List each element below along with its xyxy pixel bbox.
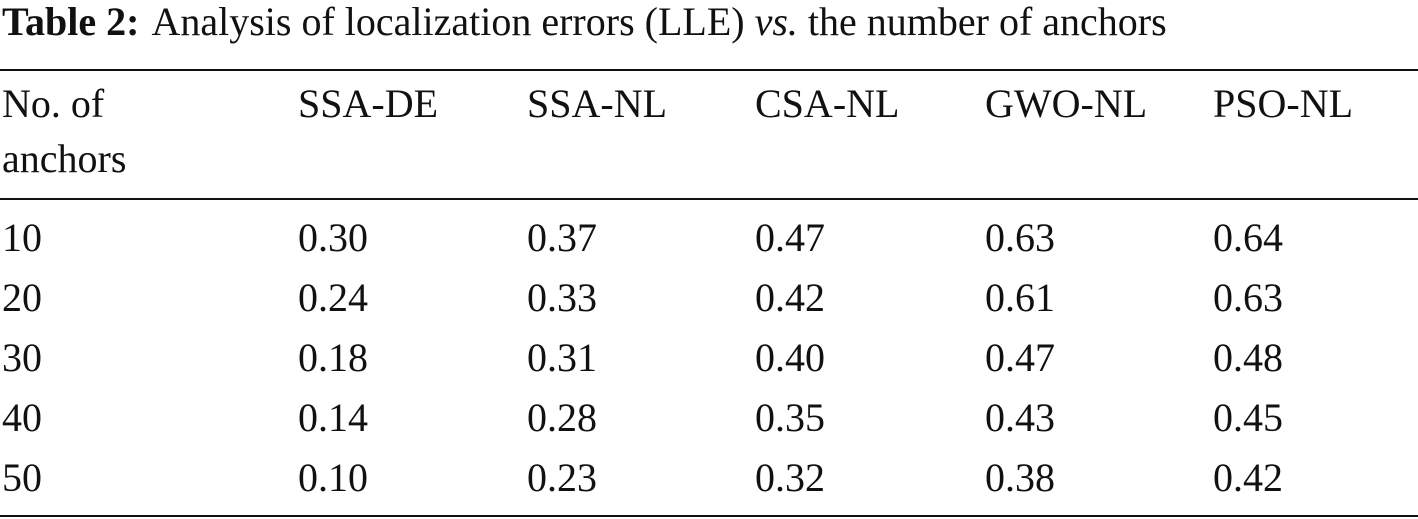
table-cell: 0.47: [755, 215, 825, 260]
column-header: CSA-NL: [755, 81, 900, 126]
header-rule: [0, 198, 1418, 200]
top-rule: [0, 69, 1418, 71]
table-cell: 0.24: [298, 275, 368, 320]
table-cell: 0.43: [985, 395, 1055, 440]
row-label: 50: [2, 455, 42, 500]
table-cell: 0.35: [755, 395, 825, 440]
table-cell: 0.63: [1213, 275, 1283, 320]
table-cell: 0.32: [755, 455, 825, 500]
table-cell: 0.40: [755, 335, 825, 380]
row-label: 30: [2, 335, 42, 380]
row-label: 20: [2, 275, 42, 320]
table-cell: 0.42: [1213, 455, 1283, 500]
caption-emphasis: vs.: [754, 0, 798, 44]
table-cell: 0.18: [298, 335, 368, 380]
column-header: GWO-NL: [985, 81, 1148, 126]
table-caption: Table 2: Analysis of localization errors …: [2, 0, 1167, 46]
table-cell: 0.45: [1213, 395, 1283, 440]
column-header: SSA-DE: [298, 81, 439, 126]
table-cell: 0.38: [985, 455, 1055, 500]
table-cell: 0.10: [298, 455, 368, 500]
table-cell: 0.48: [1213, 335, 1283, 380]
table-cell: 0.42: [755, 275, 825, 320]
table-cell: 0.63: [985, 215, 1055, 260]
bottom-rule: [0, 515, 1418, 517]
column-header: SSA-NL: [527, 81, 668, 126]
caption-text: the number of anchors: [807, 0, 1167, 44]
table-cell: 0.14: [298, 395, 368, 440]
table-cell: 0.37: [527, 215, 597, 260]
table-cell: 0.47: [985, 335, 1055, 380]
row-label: 10: [2, 215, 42, 260]
table-cell: 0.33: [527, 275, 597, 320]
table-cell: 0.28: [527, 395, 597, 440]
caption-label: Table 2:: [2, 0, 140, 44]
column-header: No. of anchors: [2, 81, 127, 181]
row-label: 40: [2, 395, 42, 440]
table-cell: 0.23: [527, 455, 597, 500]
caption-text: Analysis of localization errors (LLE): [151, 0, 745, 44]
table-cell: 0.61: [985, 275, 1055, 320]
column-header: PSO-NL: [1213, 81, 1354, 126]
table-cell: 0.64: [1213, 215, 1283, 260]
table-cell: 0.30: [298, 215, 368, 260]
table-cell: 0.31: [527, 335, 597, 380]
